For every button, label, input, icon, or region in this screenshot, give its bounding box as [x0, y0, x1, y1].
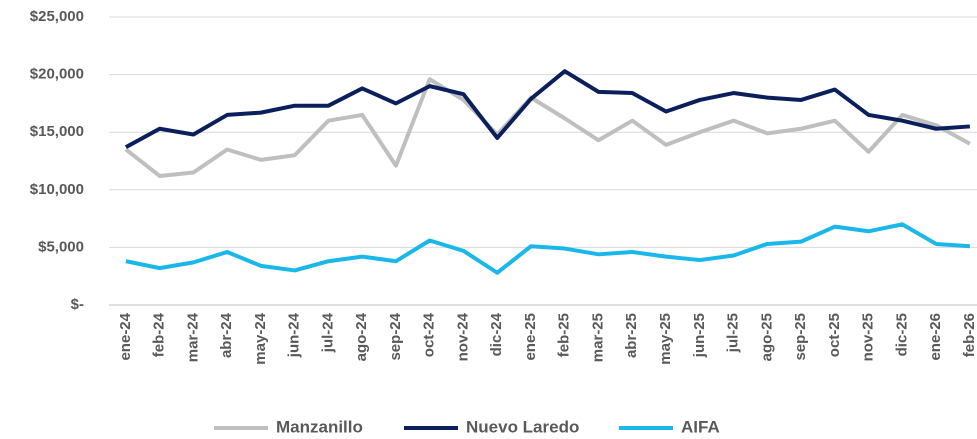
x-tick-label: abr-25: [623, 313, 640, 358]
x-tick-label: mar-24: [184, 312, 201, 362]
x-tick-label: jul-25: [725, 313, 742, 353]
legend-label: Nuevo Laredo: [466, 417, 579, 436]
x-tick-label: oct-24: [421, 312, 438, 357]
x-tick-label: ene-24: [117, 312, 134, 360]
y-tick-label: $5,000: [38, 238, 84, 255]
y-tick-label: $-: [71, 296, 84, 313]
x-tick-label: ago-25: [758, 313, 775, 361]
x-tick-label: abr-24: [218, 312, 235, 358]
legend-label: AIFA: [681, 417, 720, 436]
x-tick-label: ago-24: [353, 312, 370, 361]
x-tick-label: sep-24: [387, 312, 404, 360]
x-tick-label: jul-24: [319, 312, 336, 353]
x-tick-label: ene-26: [927, 313, 944, 361]
y-tick-label: $25,000: [30, 8, 84, 25]
x-tick-label: nov-24: [454, 312, 471, 361]
series-line: [124, 69, 971, 149]
y-tick-label: $10,000: [30, 181, 84, 198]
x-tick-label: may-25: [657, 313, 674, 365]
x-tick-label: mar-25: [589, 313, 606, 362]
legend-label: Manzanillo: [276, 417, 363, 436]
series-line: [124, 77, 971, 178]
x-tick-label: ene-25: [522, 313, 539, 361]
x-tick-label: feb-26: [961, 313, 977, 357]
x-tick-label: dic-25: [893, 313, 910, 356]
x-tick-label: sep-25: [792, 313, 809, 361]
y-tick-label: $15,000: [30, 123, 84, 140]
x-tick-label: oct-25: [826, 313, 843, 357]
x-tick-label: feb-25: [556, 313, 573, 357]
x-tick-label: nov-25: [860, 313, 877, 361]
x-tick-label: jun-25: [691, 313, 708, 358]
x-tick-label: may-24: [252, 312, 269, 364]
y-tick-label: $20,000: [30, 66, 84, 83]
x-tick-label: feb-24: [151, 312, 168, 357]
series-line: [125, 222, 971, 275]
x-tick-label: jun-24: [286, 312, 303, 358]
x-tick-label: dic-24: [488, 312, 505, 356]
